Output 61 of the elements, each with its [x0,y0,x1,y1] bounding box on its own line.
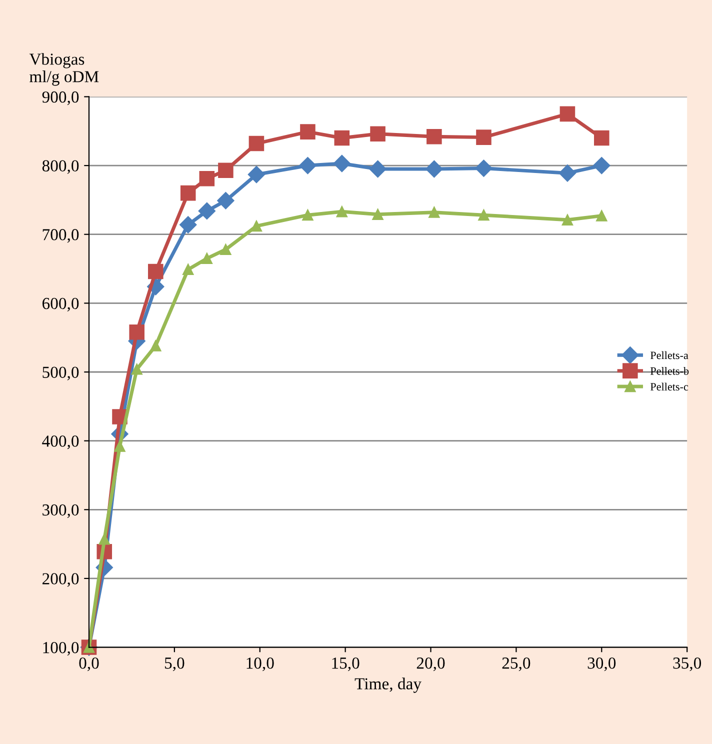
point [336,206,348,218]
point [560,106,576,122]
point [370,126,386,142]
x-tick-label: 20,0 [416,657,445,672]
point [476,130,492,145]
point [334,130,350,146]
point [248,166,266,184]
point [248,136,264,152]
point [129,324,144,340]
x-tick-label: 10,0 [246,657,274,672]
y-axis-title: Vbiogas ml/g oDM [29,53,99,86]
y-tick-label: 200,0 [42,573,79,587]
point [131,364,142,375]
x-tick-label: 15,0 [332,657,360,672]
point [299,156,316,174]
point [372,208,384,220]
point [250,220,262,232]
point [475,160,492,177]
point [182,264,194,276]
point [114,440,126,452]
legend-label: Pellets-a [650,351,688,360]
legend-label: Pellets-c [650,382,688,391]
x-tick-label: 0,0 [79,657,99,672]
point [562,214,574,226]
point [426,128,442,144]
point [594,130,610,146]
legend-label: Pellets-b [650,366,689,375]
point [558,164,576,182]
x-tick-label: 5,0 [164,657,184,672]
point [148,264,164,280]
y-tick-label: 700,0 [42,229,79,243]
x-tick-label: 25,0 [502,657,530,672]
x-tick-label: 30,0 [588,657,616,672]
point [218,162,234,178]
y-tick-label: 600,0 [42,298,79,312]
y-tick-label: 800,0 [42,160,79,174]
y-tick-label: 300,0 [42,504,79,518]
point [300,124,316,140]
x-tick-label: 35,0 [673,657,702,672]
point [333,154,350,172]
point [478,210,490,221]
point [150,340,162,352]
point [98,534,110,545]
x-axis-title: Time, day [354,678,422,693]
point [217,192,234,210]
point [596,210,608,222]
point [199,170,215,186]
point [180,216,197,234]
y-tick-label: 400,0 [42,436,79,450]
point [220,244,232,256]
point [428,206,440,218]
y-tick-label: 900,0 [42,91,79,106]
point [198,202,216,220]
point [426,160,443,178]
y-tick-label: 100,0 [43,642,79,656]
point [201,252,212,264]
point [180,185,196,201]
point [369,160,386,178]
y-tick-label: 500,0 [42,366,79,380]
point [593,156,610,174]
point [302,210,314,221]
